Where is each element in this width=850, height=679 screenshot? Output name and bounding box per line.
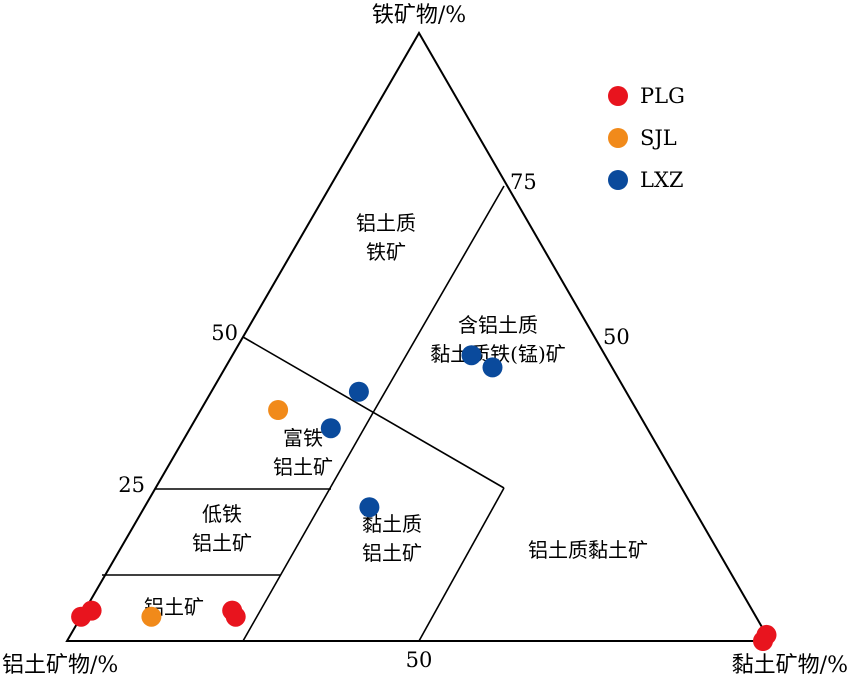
vertex-label-bauxite: 铝土矿物/% <box>2 653 118 678</box>
region-label-low-iron-bauxite-line2: 铝土矿 <box>192 531 252 555</box>
region-label-low-iron-bauxite-line1: 低铁 <box>202 502 242 526</box>
legend: PLG SJL LXZ <box>608 84 685 192</box>
tick-label-right-75: 75 <box>510 170 537 194</box>
vertex-label-clay: 黏土矿物/% <box>732 653 848 678</box>
point-lxz-4 <box>482 357 503 378</box>
tick-label-right-50: 50 <box>603 325 630 349</box>
point-sjl-1 <box>141 606 162 627</box>
point-sjl-2 <box>268 400 289 420</box>
point-lxz-2 <box>320 418 341 439</box>
tick-label-left-25: 25 <box>118 473 145 497</box>
point-plg-6 <box>753 631 773 651</box>
legend-label-sjl: SJL <box>640 126 677 150</box>
region-label-bauxite-iron-ore-line1: 铝土质 <box>356 211 416 235</box>
boundary-clay25-upper <box>373 185 505 412</box>
region-label-iron-rich-bauxite-line2: 铝土矿 <box>273 455 333 479</box>
tick-label-left-50: 50 <box>211 321 238 345</box>
data-points <box>71 345 777 651</box>
legend-marker-lxz <box>608 170 628 190</box>
point-plg-4 <box>225 606 246 627</box>
point-plg-2 <box>81 600 102 621</box>
region-label-al-clay-fe-mn-ore-line1: 含铝土质 <box>458 313 538 337</box>
boundary-clay50 <box>418 487 505 642</box>
region-label-clayey-bauxite-line2: 铝土矿 <box>362 541 422 565</box>
point-lxz-5 <box>359 497 380 518</box>
region-boundaries <box>102 185 505 642</box>
legend-marker-sjl <box>608 128 628 148</box>
region-label-bauxite-iron-ore-line2: 铁矿 <box>366 240 406 264</box>
legend-label-lxz: LXZ <box>640 168 684 192</box>
region-label-bauxite-clay-ore: 铝土质黏土矿 <box>528 538 648 562</box>
boundary-clay25 <box>242 410 375 642</box>
vertex-label-iron: 铁矿物/% <box>372 3 466 28</box>
legend-label-plg: PLG <box>640 84 685 108</box>
tick-label-bottom-50: 50 <box>406 648 433 672</box>
point-lxz-3 <box>461 345 482 366</box>
region-label-iron-rich-bauxite-line1: 富铁 <box>283 426 323 450</box>
legend-marker-plg <box>608 86 628 106</box>
point-lxz-1 <box>348 381 369 402</box>
